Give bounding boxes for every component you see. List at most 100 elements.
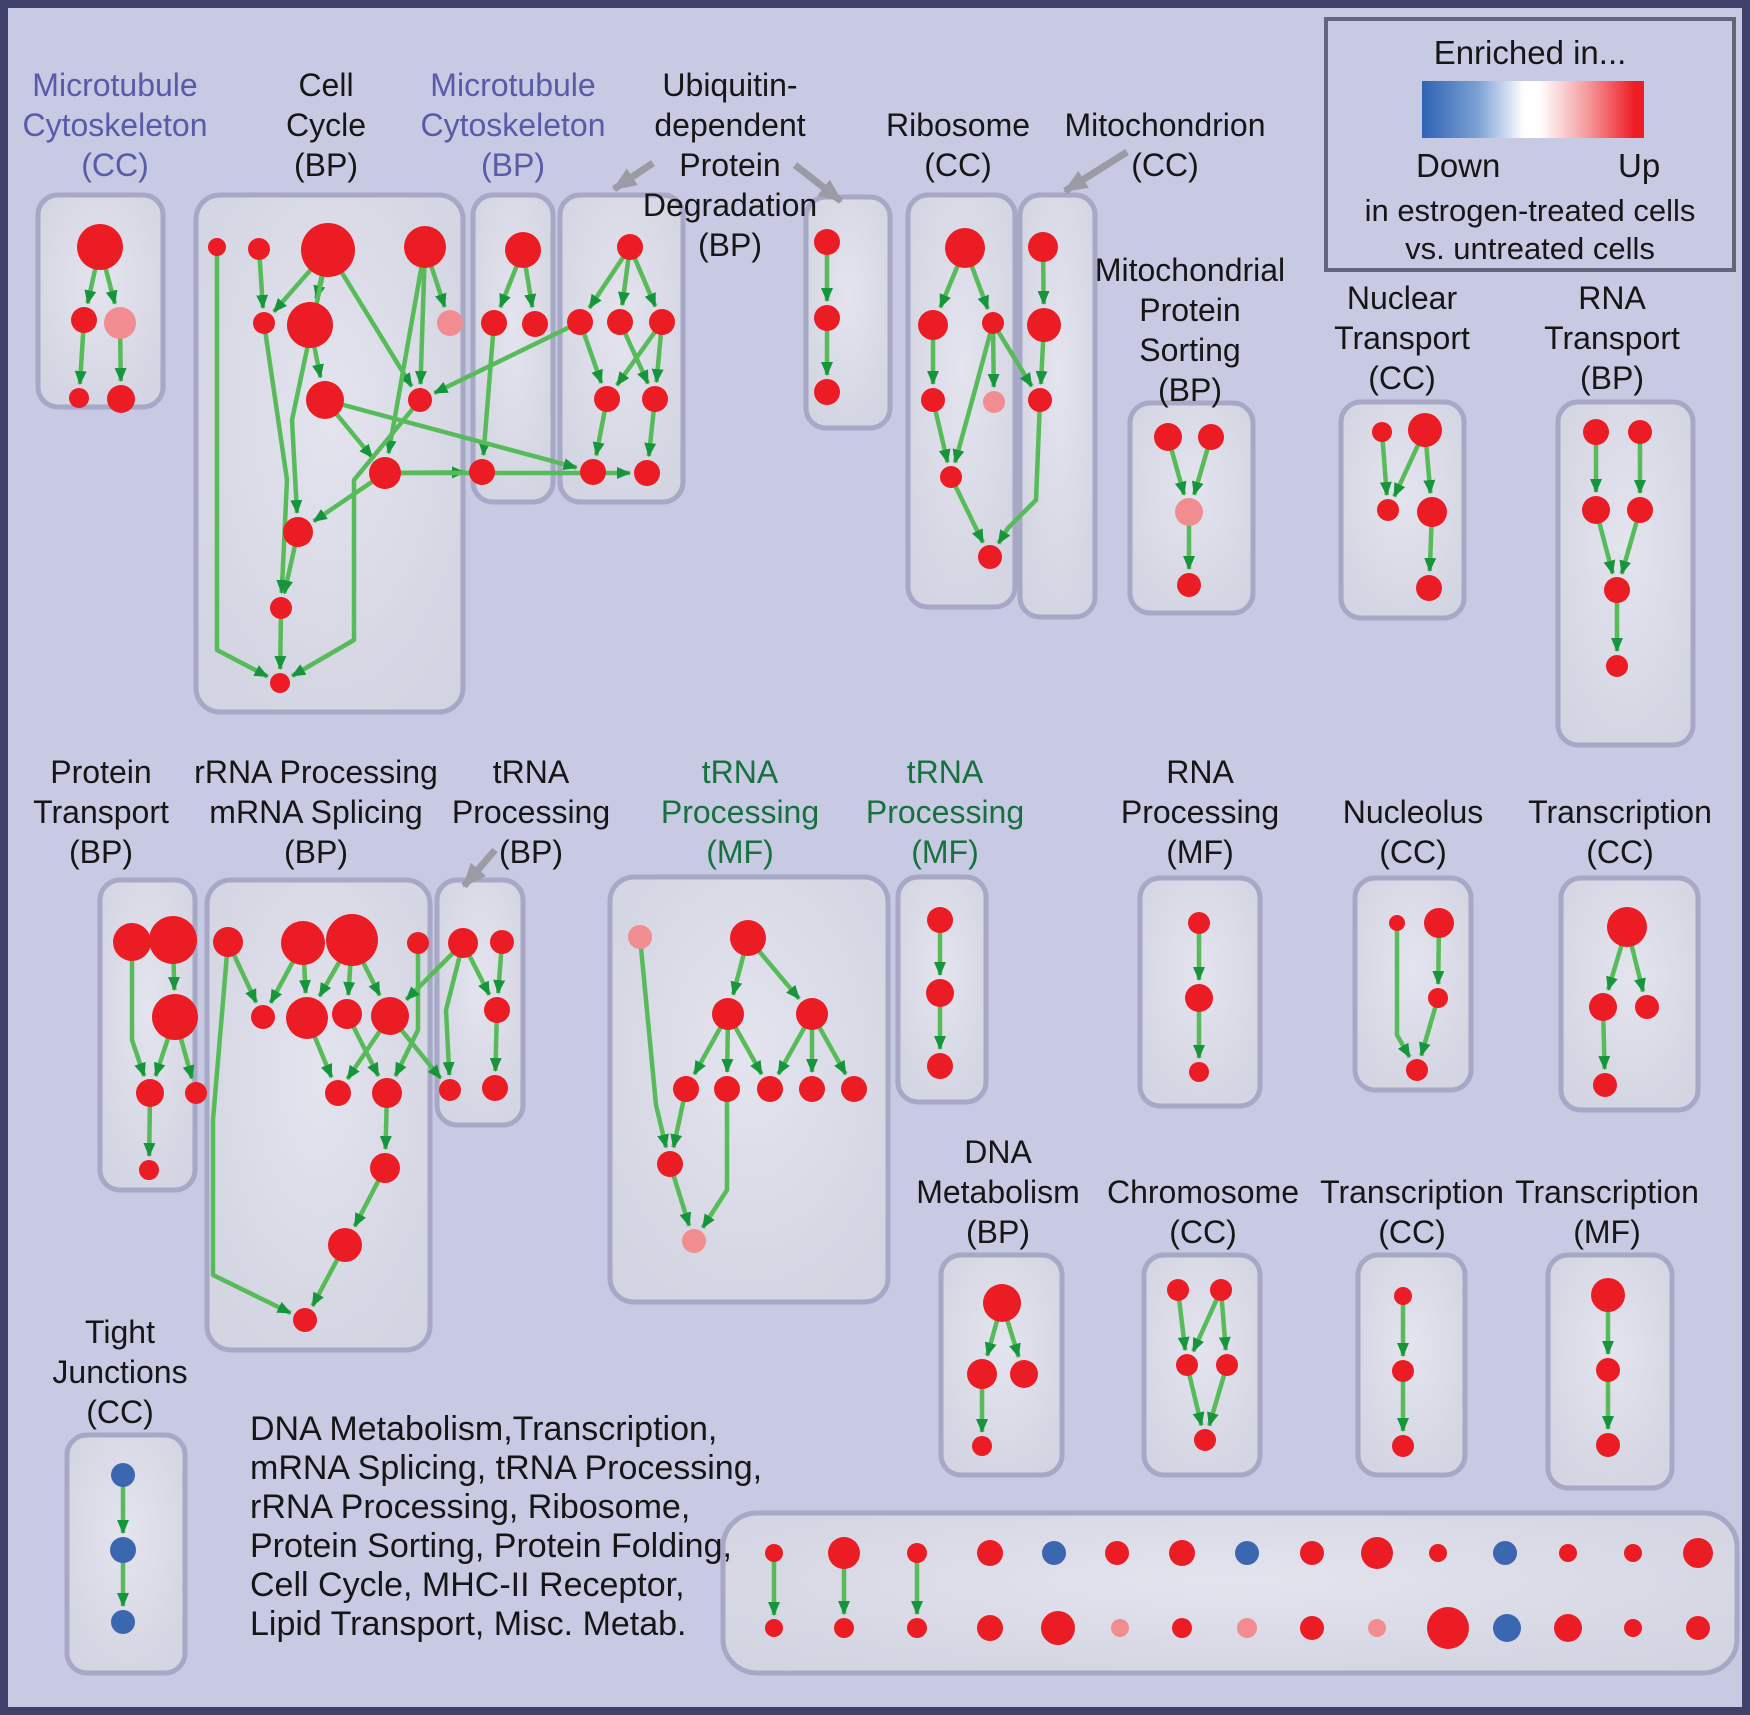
go-term-node-ribosome-cc-6: [978, 545, 1002, 569]
go-term-node-rrna-processing-mrna-splicing-bp-11: [328, 1228, 362, 1262]
go-term-node-mitochondrial-protein-sorting-bp-2: [1175, 498, 1203, 526]
label-microtubule-cytoskeleton-bp-line1: Microtubule: [430, 67, 595, 103]
go-term-node-trna-processing-bp-0: [448, 928, 478, 958]
go-term-node-rrna-processing-mrna-splicing-bp-0: [213, 927, 243, 957]
label-transcription-mf-line2: (MF): [1573, 1214, 1641, 1250]
label-trna-processing-bp-line1: tRNA: [493, 754, 570, 790]
go-term-node-chromosome-cc-1: [1210, 1279, 1232, 1301]
label-transcription-cc-bottom-line1: Transcription: [1320, 1174, 1504, 1210]
go-term-node-cell-cycle-bp-0: [208, 238, 226, 256]
go-term-node-cell-cycle-bp-3: [404, 226, 446, 268]
go-term-node-cell-cycle-bp-11: [270, 597, 292, 619]
cluster-box-nucleolus-cc: [1352, 875, 1474, 1093]
label-rna-processing-mf-line2: Processing: [1121, 794, 1279, 830]
label-ubiquitin-degradation-bp-line4: Degradation: [643, 187, 817, 223]
summary-text-line5: Cell Cycle, MHC-II Receptor,: [250, 1566, 685, 1604]
go-term-node-chromosome-cc-0: [1167, 1279, 1189, 1301]
go-term-node-protein-transport-bp-3: [136, 1079, 164, 1107]
label-nucleolus-cc-line2: (CC): [1379, 834, 1447, 870]
go-term-node-ubiquitin-degradation-1-1: [567, 309, 593, 335]
label-rna-transport-bp-line2: Transport: [1544, 320, 1680, 356]
go-term-node-rrna-processing-mrna-splicing-bp-12: [293, 1308, 317, 1332]
go-term-node-summary-misc-box-5: [1105, 1541, 1129, 1565]
go-term-node-nuclear-transport-cc-0: [1372, 422, 1392, 442]
label-protein-transport-bp-line1: Protein: [50, 754, 151, 790]
go-term-node-dna-metabolism-bp-0: [983, 1284, 1021, 1322]
go-term-node-ribosome-cc-1: [918, 310, 948, 340]
go-term-node-rrna-processing-mrna-splicing-bp-9: [372, 1078, 402, 1108]
go-term-node-trna-processing-mf-1-0: [628, 925, 652, 949]
go-term-node-trna-processing-mf-1-4: [673, 1076, 699, 1102]
go-term-node-cell-cycle-bp-9: [369, 457, 401, 489]
label-protein-transport-bp-line2: Transport: [33, 794, 169, 830]
edge-rrna-processing-mrna-splicing-bp-6: [393, 943, 421, 1077]
go-term-node-summary-misc-box-24: [1368, 1619, 1386, 1637]
edge-cell-cycle-bp-6: [414, 246, 428, 385]
go-term-node-trna-processing-mf-1-5: [714, 1076, 740, 1102]
go-term-node-rrna-processing-mrna-splicing-bp-5: [286, 997, 328, 1039]
cluster-labels: Microtubule Cytoskeleton (CC) Cell Cycle (BP)…: [23, 67, 1712, 1430]
label-tight-junctions-cc-line3: (CC): [86, 1394, 154, 1430]
go-term-node-ubiquitin-degradation-1-4: [594, 386, 620, 412]
go-term-node-summary-misc-box-18: [977, 1615, 1003, 1641]
go-term-node-ubiquitin-degradation-1-0: [617, 234, 643, 260]
go-term-node-trna-processing-bp-3: [439, 1079, 461, 1101]
go-term-node-summary-misc-box-21: [1172, 1618, 1192, 1638]
go-term-node-trna-processing-mf-1-3: [796, 998, 828, 1030]
label-trna-processing-bp-line3: (BP): [499, 834, 563, 870]
go-term-node-summary-misc-box-29: [1686, 1616, 1710, 1640]
go-term-node-transcription-mf-2: [1596, 1433, 1620, 1457]
go-term-node-ubiquitin-degradation-2-2: [814, 379, 840, 405]
go-term-node-ubiquitin-degradation-1-5: [642, 386, 668, 412]
go-term-node-summary-misc-box-20: [1111, 1619, 1129, 1637]
go-term-node-ribosome-cc-5: [940, 466, 962, 488]
legend-title: Enriched in...: [1433, 34, 1627, 71]
label-ribosome-cc-line2: (CC): [924, 147, 992, 183]
go-term-node-summary-misc-box-11: [1493, 1541, 1517, 1565]
go-term-node-rrna-processing-mrna-splicing-bp-4: [251, 1005, 275, 1029]
label-microtubule-cytoskeleton-bp-line2: Cytoskeleton: [421, 107, 606, 143]
arrow-to-ubiquitin-box-1: [612, 160, 655, 192]
go-term-node-chromosome-cc-2: [1176, 1354, 1198, 1376]
cluster-box-microtubule-cytoskeleton-bp: [470, 192, 556, 505]
go-term-node-trna-processing-bp-2: [484, 997, 510, 1023]
label-chromosome-cc-line1: Chromosome: [1107, 1174, 1299, 1210]
go-term-node-mitochondrion-cc-1: [1027, 308, 1061, 342]
go-term-node-summary-misc-box-28: [1624, 1619, 1642, 1637]
go-term-node-trna-processing-mf-1-2: [712, 998, 744, 1030]
go-term-node-summary-misc-box-16: [834, 1618, 854, 1638]
label-mitochondrion-cc-line1: Mitochondrion: [1065, 107, 1266, 143]
label-dna-metabolism-bp-line3: (BP): [966, 1214, 1030, 1250]
go-term-node-transcription-cc-mid-0: [1607, 907, 1647, 947]
go-term-node-trna-processing-mf-2-2: [927, 1053, 953, 1079]
go-term-node-mitochondrial-protein-sorting-bp-1: [1198, 424, 1224, 450]
cluster-box-rna-transport-bp: [1555, 399, 1696, 748]
go-term-node-ubiquitin-degradation-1-3: [649, 309, 675, 335]
label-transcription-cc-mid-line2: (CC): [1586, 834, 1654, 870]
go-term-node-cell-cycle-bp-4: [253, 312, 275, 334]
go-term-node-trna-processing-bp-4: [482, 1075, 508, 1101]
go-term-node-ribosome-cc-2: [982, 312, 1004, 334]
cross-edge-4: [991, 321, 1034, 388]
label-microtubule-cytoskeleton-cc-line2: Cytoskeleton: [23, 107, 208, 143]
label-trna-processing-mf-2-line1: tRNA: [907, 754, 984, 790]
go-term-node-summary-misc-box-8: [1300, 1541, 1324, 1565]
go-term-node-nucleolus-cc-1: [1424, 908, 1454, 938]
go-term-node-rrna-processing-mrna-splicing-bp-2: [326, 914, 378, 966]
go-term-node-nucleolus-cc-0: [1389, 915, 1405, 931]
go-term-node-microtubule-cytoskeleton-bp-1: [481, 310, 507, 336]
go-term-node-microtubule-cytoskeleton-cc-0: [77, 224, 123, 270]
label-nuclear-transport-cc-line3: (CC): [1368, 360, 1436, 396]
label-microtubule-cytoskeleton-cc-line1: Microtubule: [32, 67, 197, 103]
go-term-node-chromosome-cc-4: [1194, 1429, 1216, 1451]
go-term-node-summary-misc-box-2: [907, 1543, 927, 1563]
edge-trna-processing-bp-2: [442, 942, 466, 1076]
label-rna-processing-mf-line3: (MF): [1166, 834, 1234, 870]
go-term-node-rrna-processing-mrna-splicing-bp-1: [281, 921, 325, 965]
label-protein-transport-bp-line3: (BP): [69, 834, 133, 870]
go-term-node-summary-misc-box-4: [1042, 1541, 1066, 1565]
label-tight-junctions-cc-line2: Junctions: [52, 1354, 187, 1390]
cluster-box-transcription-cc-mid: [1558, 875, 1701, 1113]
cluster-nodes: [69, 223, 1713, 1649]
cluster-box-chromosome-cc: [1141, 1252, 1263, 1478]
